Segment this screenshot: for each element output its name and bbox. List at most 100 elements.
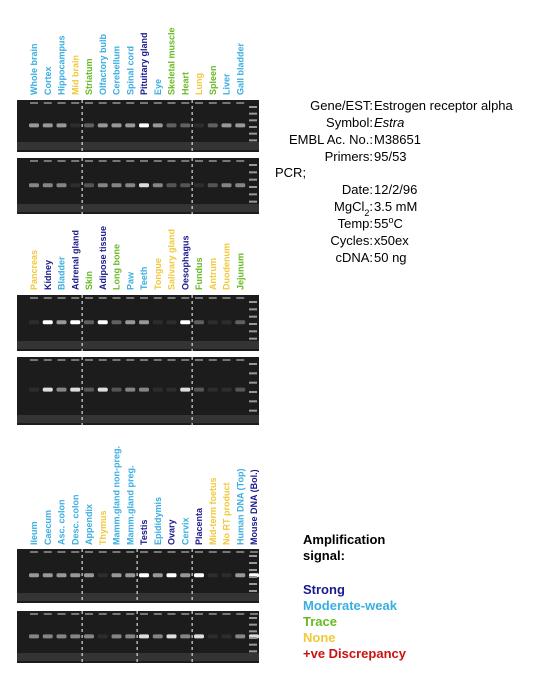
lane-label: Long bone [112,244,122,290]
gel-band [221,387,232,392]
gel-band [42,183,53,188]
gel-well [236,160,245,162]
gel-band [207,183,218,188]
gel-well [153,359,162,361]
gel-band [194,183,204,188]
gel-well [112,551,121,553]
gel-well [85,297,93,299]
lane-label: Oesophagus [180,235,190,290]
gel-band [84,387,94,392]
gel-band [84,183,94,188]
lane-label: Thymus [98,510,108,545]
ladder-band [249,562,257,564]
lane-label: Caecum [43,510,53,545]
gel-band [166,123,177,128]
ladder-band [249,164,257,166]
info-key: EMBL Ac. No.: [289,132,373,147]
gel-well [153,102,162,104]
gel-well [112,297,121,299]
ladder-band [249,106,257,108]
gel-well [140,359,148,361]
gel-well [112,613,121,615]
gel-well [85,551,93,553]
lane-label: Skeletal muscle [167,27,177,95]
gel-well [195,297,203,299]
ladder-band [249,400,257,403]
lane-label: Pancreas [29,250,39,290]
gel-band [235,183,246,188]
gel-well [208,297,217,299]
gel-well [222,551,231,553]
gel-band [29,183,39,188]
ladder-band [249,193,257,196]
lane-label: Ileum [29,521,39,545]
gel-band [111,183,122,188]
lane-label: Mamm.gland preg. [125,465,135,545]
lane-label: Jejunum [235,253,245,290]
gel-well [222,102,231,104]
gel-band [194,573,204,578]
gel-band [56,123,67,128]
ladder-band [249,569,257,571]
lane-label: Gall bladder [235,42,245,95]
gel-bottom-glow [17,142,259,150]
gel-band [125,387,136,392]
gel-well [140,102,148,104]
gel-well [43,160,52,162]
gel-well [208,613,217,615]
gel-well [71,102,80,104]
gel-band [152,573,163,578]
gel-bottom-glow [17,204,259,212]
gel-well [167,613,176,615]
gel-well [57,551,66,553]
gel-band [84,320,94,325]
gel-band [125,183,136,188]
ladder-band [249,630,257,633]
gel-well [181,359,190,361]
ladder-band [249,391,257,393]
gel-band [180,183,191,188]
ladder-band [249,623,257,626]
lane-label: Tongue [153,258,163,290]
gel-band [166,183,177,188]
gel-band [139,634,149,639]
gel-band [84,573,94,578]
info-value: 95/53 [374,149,407,164]
gel-band [70,183,81,188]
ladder-band [249,650,257,653]
gel-band [166,573,177,578]
gel-band [42,573,53,578]
gel-well [126,359,135,361]
gel-band [42,634,53,639]
legend-item: +ve Discrepancy [303,646,407,661]
gel-band [125,634,136,639]
gel-well [222,297,231,299]
gel-well [167,551,176,553]
gel-well [71,297,80,299]
ladder-band [249,409,257,412]
gel-well [43,551,52,553]
info-key: Date: [342,182,373,197]
lane-label: No RT product [222,483,232,546]
lane-label: Mouse DNA (Bol.) [249,469,259,545]
legend-item: None [303,630,336,645]
gel-band [207,123,218,128]
ladder-band [249,337,257,340]
gel-band [56,634,67,639]
lane-label: Paw [125,271,135,290]
lane-label: Testis [139,520,149,545]
gel-well [208,102,217,104]
info-key: Temp: [338,216,373,231]
gel-well [112,359,121,361]
info-value: Estrogen receptor alpha [374,98,514,113]
gel-band [84,634,94,639]
lane-label: Placenta [194,507,204,545]
gel-well [57,297,66,299]
gel-well [98,551,107,553]
gel-band [180,387,191,392]
gel-well [208,359,217,361]
gel-well [85,160,93,162]
lane-label: Liver [222,73,232,95]
gel-well [140,551,148,553]
